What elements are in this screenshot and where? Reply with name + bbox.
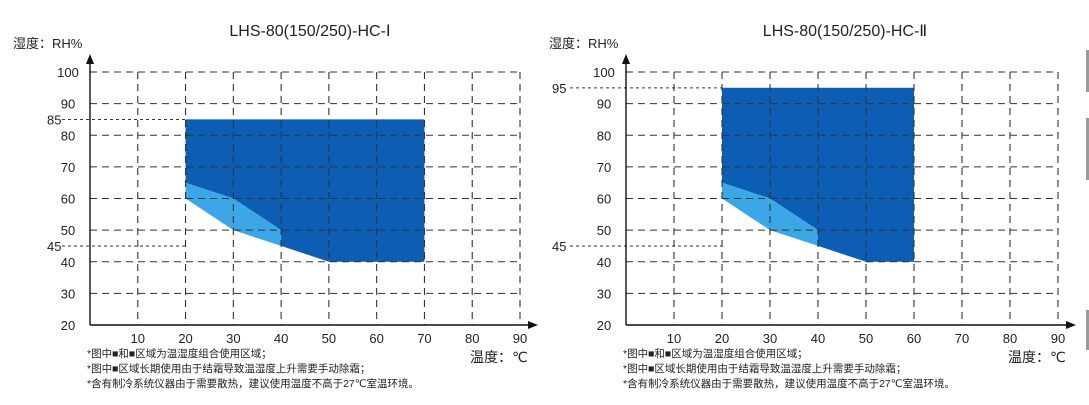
x-tick-label: 60 [369,331,383,346]
y-tick-label: 80 [61,128,75,143]
x-tick-label: 60 [907,331,921,346]
y-tick-label: 40 [61,255,75,270]
y-tick-label: 70 [61,160,75,175]
x-tick-label: 20 [178,331,192,346]
x-axis-label: 温度：℃ [470,349,528,365]
region-mid [185,182,282,246]
region-dark [185,119,425,262]
y-tick-label: 90 [597,97,611,112]
y-tick-label: 70 [597,160,611,175]
y-tick-label: 20 [61,318,75,333]
edge-tab-top [1086,50,1089,92]
y-axis-arrow [86,54,94,64]
y-tick-label: 30 [597,286,611,301]
y-tick-label: 60 [61,192,75,207]
note-line: *图中■区域长期使用由于结霜导致温湿度上升需要手动除霜； [623,362,906,375]
level-label: 45 [47,239,61,254]
x-tick-label: 40 [811,331,825,346]
y-tick-label: 30 [61,286,75,301]
x-tick-label: 70 [417,331,431,346]
x-tick-label: 20 [715,331,729,346]
x-tick-label: 30 [226,331,240,346]
y-tick-label: 60 [597,192,611,207]
x-tick-label: 50 [322,331,336,346]
y-tick-label: 100 [593,65,615,80]
y-axis-label: 湿度：RH% [549,36,619,51]
x-tick-label: 80 [465,331,479,346]
x-tick-label: 70 [955,331,969,346]
x-tick-label: 10 [667,331,681,346]
chart-title: LHS-80(150/250)-HC-Ⅰ [229,23,390,40]
y-tick-label: 50 [61,223,75,238]
level-label: 85 [47,112,61,127]
x-tick-label: 90 [1051,331,1065,346]
x-axis-arrow [528,321,538,329]
y-tick-label: 80 [597,128,611,143]
note-line: *图中■和■区域为温湿度组合使用区域； [623,347,808,360]
chart-title: LHS-80(150/250)-HC-Ⅱ [763,23,927,40]
y-axis-label: 湿度：RH% [13,36,83,51]
chart-2: 95 45 20 30 40 50 60 70 80 90 100 10 20 30 40 50 60 70 80 9… [549,23,1076,390]
y-axis-arrow [622,54,630,64]
y-tick-label: 20 [597,318,611,333]
x-axis-label: 温度：℃ [1008,349,1066,365]
edge-tab-middle [1086,118,1089,180]
chart-1: 85 45 20 30 40 50 60 70 80 90 100 10 20 30 40 50 60 70 80 9… [13,23,538,390]
edge-tab-bottom [1086,310,1089,350]
note-line: *图中■和■区域为温湿度组合使用区域； [87,347,272,360]
y-tick-label: 100 [57,65,79,80]
level-label: 95 [552,81,566,96]
x-tick-label: 80 [1003,331,1017,346]
x-tick-label: 40 [274,331,288,346]
x-axis-arrow [1066,321,1076,329]
y-tick-label: 90 [61,97,75,112]
x-tick-label: 90 [513,331,527,346]
y-tick-label: 40 [597,255,611,270]
y-tick-label: 50 [597,223,611,238]
x-tick-label: 50 [859,331,873,346]
level-label: 45 [552,239,566,254]
note-line: *图中■区域长期使用由于结霜导致温湿度上升需要手动除霜； [87,362,370,375]
note-line: *含有制冷系统仪器由于需要散热，建议使用温度不高于27℃室温环境。 [623,377,955,390]
note-line: *含有制冷系统仪器由于需要散热，建议使用温度不高于27℃室温环境。 [87,377,419,390]
x-tick-label: 30 [763,331,777,346]
x-tick-label: 10 [131,331,145,346]
